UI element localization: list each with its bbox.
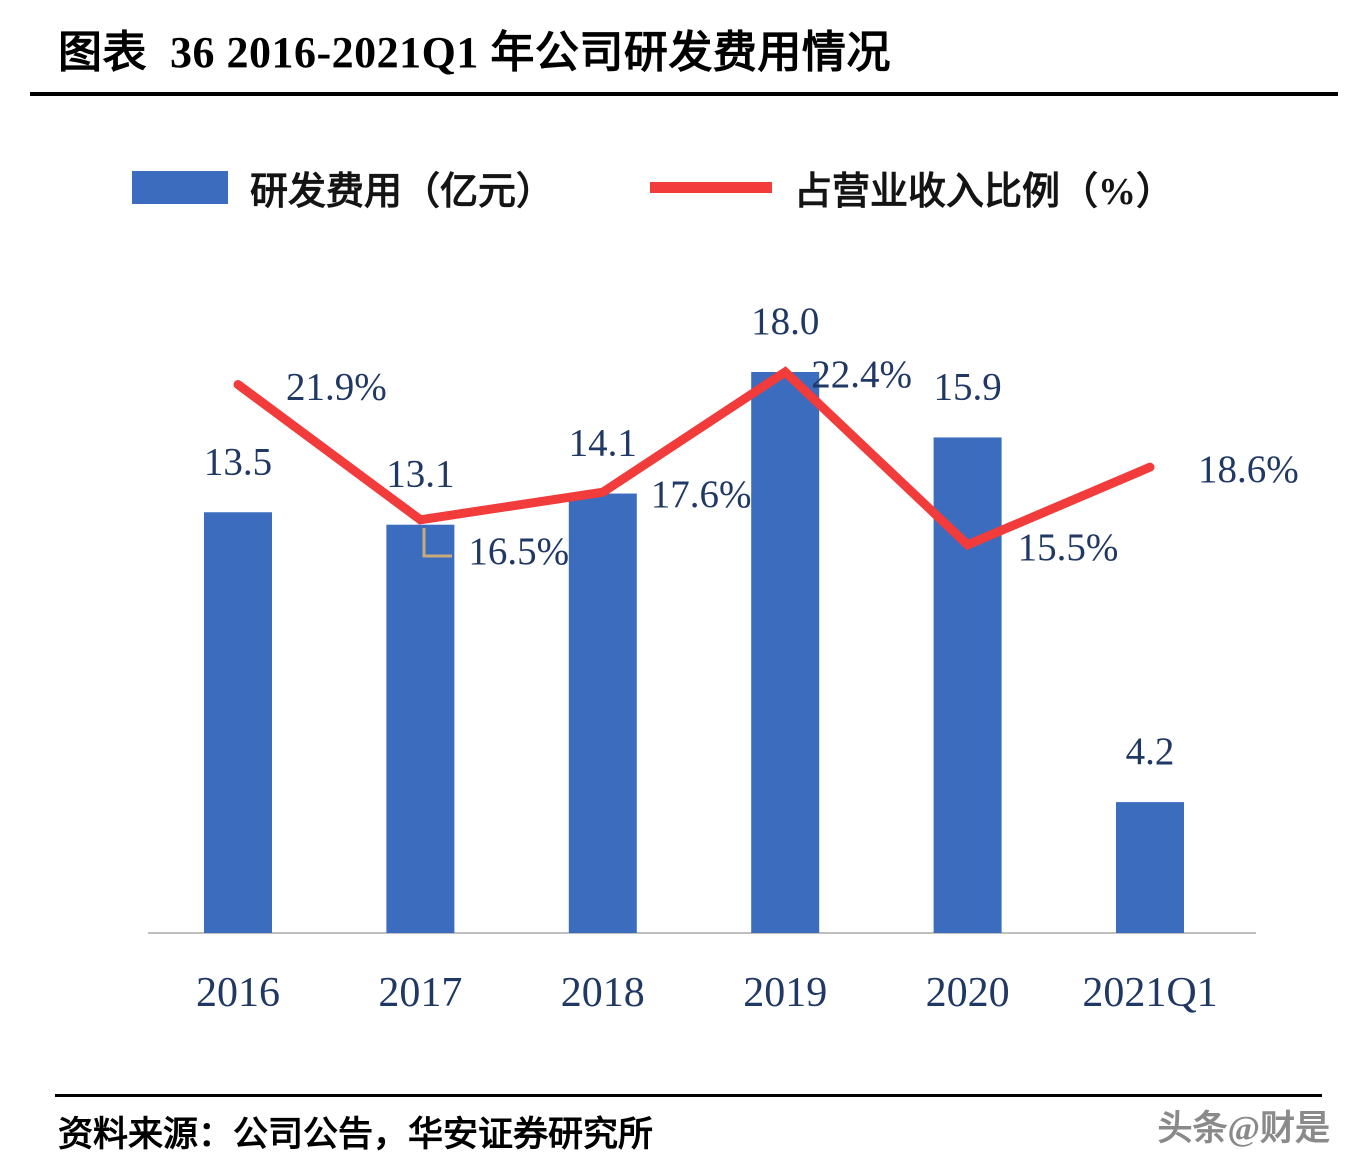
percent-label: 18.6%: [1198, 448, 1299, 491]
bar-2019: [751, 372, 820, 933]
figure-title: 图表 36 2016-2021Q1 年公司研发费用情况: [58, 28, 891, 77]
bar-2017: [386, 524, 455, 933]
bar-2018: [568, 493, 637, 933]
label-leader-line: [422, 528, 452, 558]
title-divider: [30, 92, 1338, 96]
bar-2020: [933, 437, 1002, 933]
percent-label: 21.9%: [286, 366, 387, 409]
legend-line-label: 占营业收入比例（%）: [794, 171, 1175, 213]
bar-value-label: 18.0: [751, 300, 819, 343]
percent-label: 17.6%: [651, 473, 752, 516]
bar-value-label: 15.9: [933, 365, 1001, 408]
watermark: 头条@财是: [1157, 1109, 1330, 1148]
category-label: 2016: [196, 970, 280, 1016]
source-note: 资料来源：公司公告，华安证券研究所: [58, 1115, 654, 1154]
category-label: 2017: [378, 970, 462, 1016]
percent-label: 15.5%: [1018, 526, 1119, 569]
category-label: 2021Q1: [1082, 970, 1217, 1016]
footer-divider: [55, 1094, 1322, 1097]
legend-item-line: 占营业收入比例（%）: [650, 160, 1174, 215]
legend-item-bar: 研发费用（亿元）: [132, 160, 554, 215]
ratio-trend-line: [233, 366, 1155, 551]
category-label: 2018: [561, 970, 645, 1016]
bar-2016: [204, 512, 272, 933]
bar-value-label: 14.1: [569, 422, 637, 465]
chart-legend: 研发费用（亿元） 占营业收入比例（%）: [132, 160, 1174, 215]
line-series-swatch: [650, 182, 773, 193]
category-label: 2020: [926, 970, 1010, 1016]
bar-value-label: 4.2: [1126, 730, 1175, 773]
category-label: 2019: [743, 970, 827, 1016]
bar-2021Q1: [1116, 802, 1184, 933]
percent-label: 22.4%: [811, 353, 912, 396]
bar-series-swatch: [132, 171, 228, 204]
legend-bar-label: 研发费用（亿元）: [250, 171, 555, 213]
percent-label: 16.5%: [468, 530, 569, 573]
bar-value-label: 13.5: [204, 440, 272, 483]
bar-value-label: 13.1: [386, 453, 454, 496]
